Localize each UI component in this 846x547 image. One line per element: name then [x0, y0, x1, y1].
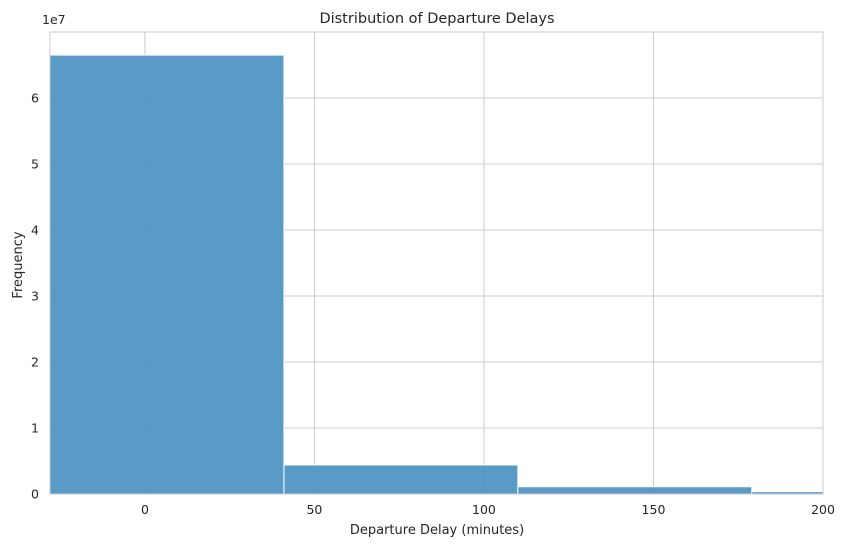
histogram-bar — [751, 491, 823, 494]
histogram-bar — [283, 464, 519, 494]
y-tick-label: 4 — [31, 223, 39, 238]
x-tick-label: 50 — [306, 502, 322, 517]
x-tick-labels: 0 50 100 150 200 — [141, 502, 835, 517]
x-tick-label: 200 — [811, 502, 835, 517]
x-axis-label: Departure Delay (minutes) — [350, 523, 524, 538]
y-tick-label: 3 — [31, 289, 39, 304]
plot-frame — [49, 31, 824, 495]
y-offset-label: 1e7 — [42, 12, 66, 27]
chart-title: Distribution of Departure Delays — [319, 11, 554, 27]
histogram-bars — [50, 54, 823, 494]
y-axis-label: Frequency — [11, 231, 26, 298]
histogram-bar — [517, 486, 753, 494]
x-tick-label: 100 — [472, 502, 496, 517]
histogram-bar — [50, 54, 285, 494]
x-tick-label: 0 — [141, 502, 149, 517]
y-tick-label: 0 — [31, 487, 39, 502]
y-tick-label: 2 — [31, 355, 39, 370]
y-tick-labels: 0 1 2 3 4 5 6 — [31, 91, 39, 502]
y-tick-label: 1 — [31, 421, 39, 436]
x-tick-label: 150 — [642, 502, 666, 517]
y-tick-label: 6 — [31, 91, 39, 106]
y-tick-label: 5 — [31, 157, 39, 172]
